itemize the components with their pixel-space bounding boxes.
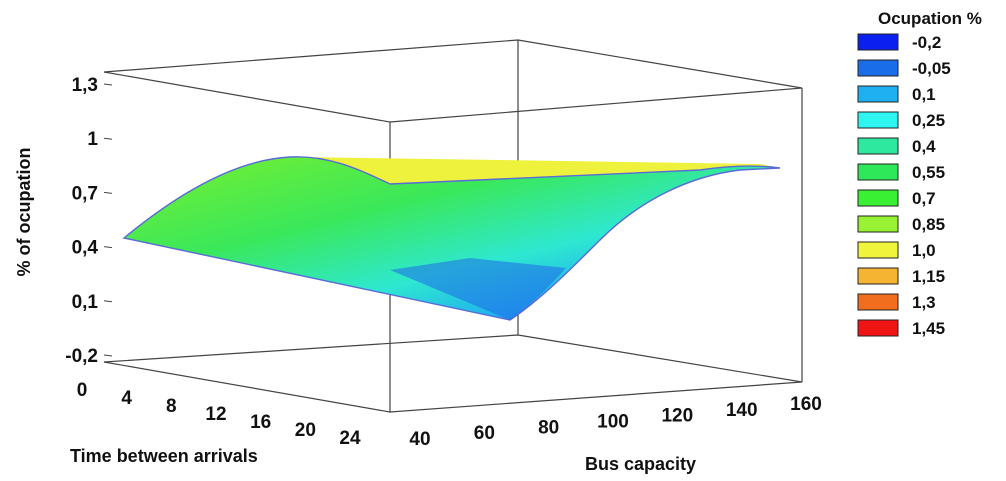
z-tick-label: 0,4 <box>72 238 99 259</box>
z-tick-mark <box>103 246 113 249</box>
y-tick-label: 140 <box>726 400 758 421</box>
z-tick-label: 0,1 <box>72 292 99 313</box>
legend-swatch <box>857 33 899 51</box>
z-tick-label: 1 <box>87 129 98 150</box>
legend-label: 0,85 <box>912 215 945 234</box>
legend-swatch <box>857 163 899 181</box>
back-box <box>103 39 803 413</box>
legend-label: 1,0 <box>912 241 936 260</box>
bottom-back-edges <box>103 334 803 383</box>
legend-title: Ocupation % <box>878 9 982 28</box>
x-tick-label: 8 <box>166 396 177 417</box>
z-tick-mark <box>103 354 113 357</box>
x-tick-label: 24 <box>339 428 361 449</box>
z-tick-label: 0,7 <box>72 183 98 204</box>
legend-swatch <box>857 215 899 233</box>
x-axis-title: Time between arrivals <box>70 446 258 466</box>
legend-label: 0,1 <box>912 85 936 104</box>
legend-swatch <box>857 267 899 285</box>
top-front-edge <box>389 87 803 123</box>
legend-swatch <box>857 59 899 77</box>
legend-label: -0,05 <box>912 59 951 78</box>
surface-main <box>122 156 781 321</box>
y-axis-title: Bus capacity <box>585 454 696 474</box>
y-tick-label: 80 <box>538 417 559 438</box>
z-tick-mark <box>103 83 113 86</box>
surface-blue-corner <box>390 258 566 320</box>
x-tick-label: 0 <box>77 380 88 401</box>
z-tick-label: -0,2 <box>65 346 98 367</box>
x-tick-label: 12 <box>205 404 226 425</box>
x-axis-ticks: 0 4 8 12 16 20 24 <box>77 380 361 449</box>
legend-swatch <box>857 241 899 259</box>
legend-swatch <box>857 189 899 207</box>
legend-label: 1,15 <box>912 267 945 286</box>
legend-swatch <box>857 111 899 129</box>
y-tick-label: 120 <box>661 406 693 427</box>
legend-entries: -0,2 -0,05 0,1 0,25 0,4 0,55 0,7 0,85 1,0 1,15 1,3… <box>857 33 951 338</box>
z-tick-mark <box>103 300 113 303</box>
legend-label: 0,25 <box>912 111 945 130</box>
bottom-front-edge <box>389 381 803 413</box>
y-tick-label: 160 <box>790 394 822 415</box>
legend-label: 0,55 <box>912 163 945 182</box>
top-back-edges <box>103 39 803 89</box>
legend-swatch <box>857 85 899 103</box>
surface-yellow-strip <box>300 157 780 184</box>
z-tick-mark <box>103 137 113 140</box>
legend-swatch <box>857 137 899 155</box>
z-tick-label: 1,3 <box>72 75 98 96</box>
legend-label: -0,2 <box>912 33 941 52</box>
y-axis-ticks: 40 60 80 100 120 140 160 <box>409 394 821 450</box>
legend-label: 1,3 <box>912 293 936 312</box>
x-tick-label: 16 <box>250 412 271 433</box>
z-axis-title: % of ocupation <box>14 148 34 277</box>
x-tick-label: 20 <box>295 420 316 441</box>
z-axis-ticks: 1,3 1 0,7 0,4 0,1 -0,2 <box>65 75 113 367</box>
color-legend: Ocupation % -0,2 -0,05 0,1 0,25 0,4 0,55 0,7 0,… <box>857 9 982 338</box>
y-tick-label: 100 <box>597 412 629 433</box>
legend-label: 0,4 <box>912 137 936 156</box>
x-tick-label: 4 <box>121 388 132 409</box>
legend-label: 0,7 <box>912 189 936 208</box>
z-tick-mark <box>103 191 113 194</box>
legend-swatch <box>857 319 899 337</box>
legend-label: 1,45 <box>912 319 945 338</box>
y-tick-label: 40 <box>409 429 430 450</box>
response-surface <box>122 156 781 321</box>
legend-swatch <box>857 293 899 311</box>
y-tick-label: 60 <box>474 423 495 444</box>
